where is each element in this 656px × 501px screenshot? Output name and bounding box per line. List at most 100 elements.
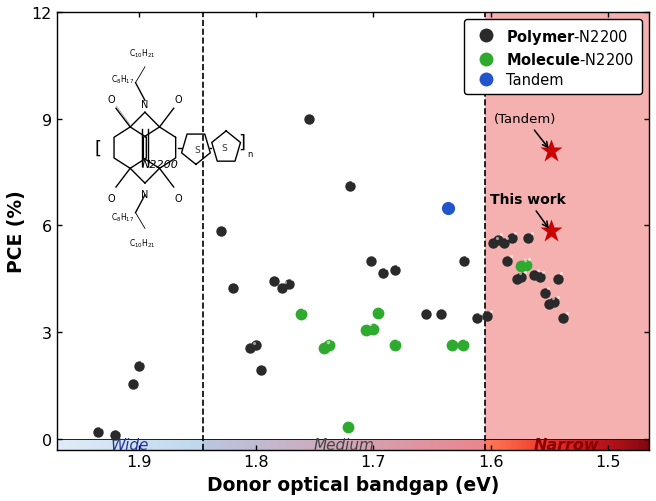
Bar	[599, 439, 600, 450]
Bar	[99, 439, 100, 450]
Bar	[211, 439, 212, 450]
Bar	[164, 439, 165, 450]
Bar	[498, 439, 499, 450]
Bar	[202, 439, 203, 450]
Bar	[95, 439, 96, 450]
Bar	[141, 439, 142, 450]
Bar	[118, 439, 119, 450]
Bar	[437, 439, 438, 450]
Bar	[113, 439, 114, 450]
Bar	[621, 439, 622, 450]
Bar	[518, 439, 520, 450]
Bar	[177, 439, 178, 450]
Bar	[551, 439, 552, 450]
Bar	[589, 439, 590, 450]
Bar	[557, 439, 558, 450]
Bar	[398, 439, 399, 450]
Bar	[278, 439, 279, 450]
Bar	[433, 439, 434, 450]
Bar	[198, 439, 199, 450]
Text: (Tandem): (Tandem)	[494, 113, 556, 148]
Bar	[159, 439, 160, 450]
Bar	[644, 439, 645, 450]
Bar	[190, 439, 191, 450]
Bar	[234, 439, 236, 450]
Bar	[306, 439, 308, 450]
Bar	[344, 439, 346, 450]
Bar	[607, 439, 608, 450]
Bar	[223, 439, 224, 450]
Bar	[147, 439, 148, 450]
Bar	[154, 439, 155, 450]
Bar	[402, 439, 403, 450]
Bar	[257, 439, 258, 450]
Bar	[131, 439, 133, 450]
Bar	[182, 439, 183, 450]
Bar	[318, 439, 319, 450]
Bar	[203, 439, 205, 450]
Bar	[106, 439, 108, 450]
Bar	[374, 439, 375, 450]
Bar	[564, 439, 565, 450]
Bar	[275, 439, 277, 450]
Bar	[432, 439, 433, 450]
Bar	[378, 439, 379, 450]
Bar	[536, 439, 537, 450]
Bar	[239, 439, 240, 450]
Bar	[384, 439, 385, 450]
Bar	[169, 439, 170, 450]
Bar	[205, 439, 206, 450]
Bar	[500, 439, 501, 450]
Bar	[189, 439, 190, 450]
Bar	[642, 439, 644, 450]
Bar	[471, 439, 472, 450]
Bar	[390, 439, 392, 450]
Bar	[541, 439, 543, 450]
Bar	[128, 439, 129, 450]
Bar	[528, 439, 529, 450]
Bar	[272, 439, 274, 450]
Bar	[168, 439, 169, 450]
Bar	[162, 439, 163, 450]
Bar	[93, 439, 94, 450]
Bar	[638, 439, 639, 450]
Bar	[207, 439, 209, 450]
Bar	[556, 439, 557, 450]
Bar	[76, 439, 77, 450]
Bar	[255, 439, 257, 450]
Bar	[352, 439, 354, 450]
Bar	[445, 439, 447, 450]
Bar	[488, 439, 489, 450]
Bar	[493, 439, 494, 450]
Bar	[161, 439, 162, 450]
Bar	[537, 439, 538, 450]
Bar	[116, 439, 117, 450]
Bar	[129, 439, 130, 450]
Bar	[539, 439, 540, 450]
Bar	[420, 439, 422, 450]
Bar	[622, 439, 623, 450]
Bar	[78, 439, 79, 450]
Bar	[413, 439, 415, 450]
Bar	[298, 439, 299, 450]
Bar	[98, 439, 99, 450]
Bar	[368, 439, 369, 450]
Bar	[186, 439, 187, 450]
Bar	[240, 439, 241, 450]
Bar	[540, 439, 541, 450]
Bar	[158, 439, 159, 450]
Bar	[465, 439, 466, 450]
Bar	[346, 439, 347, 450]
Bar	[605, 439, 606, 450]
Bar	[501, 439, 502, 450]
Bar	[293, 439, 295, 450]
Bar	[283, 439, 285, 450]
Bar	[114, 439, 115, 450]
Bar	[149, 439, 150, 450]
Bar	[103, 439, 104, 450]
Bar	[559, 439, 560, 450]
Bar	[575, 439, 576, 450]
Bar	[637, 439, 638, 450]
Bar	[110, 439, 111, 450]
Bar	[111, 439, 112, 450]
